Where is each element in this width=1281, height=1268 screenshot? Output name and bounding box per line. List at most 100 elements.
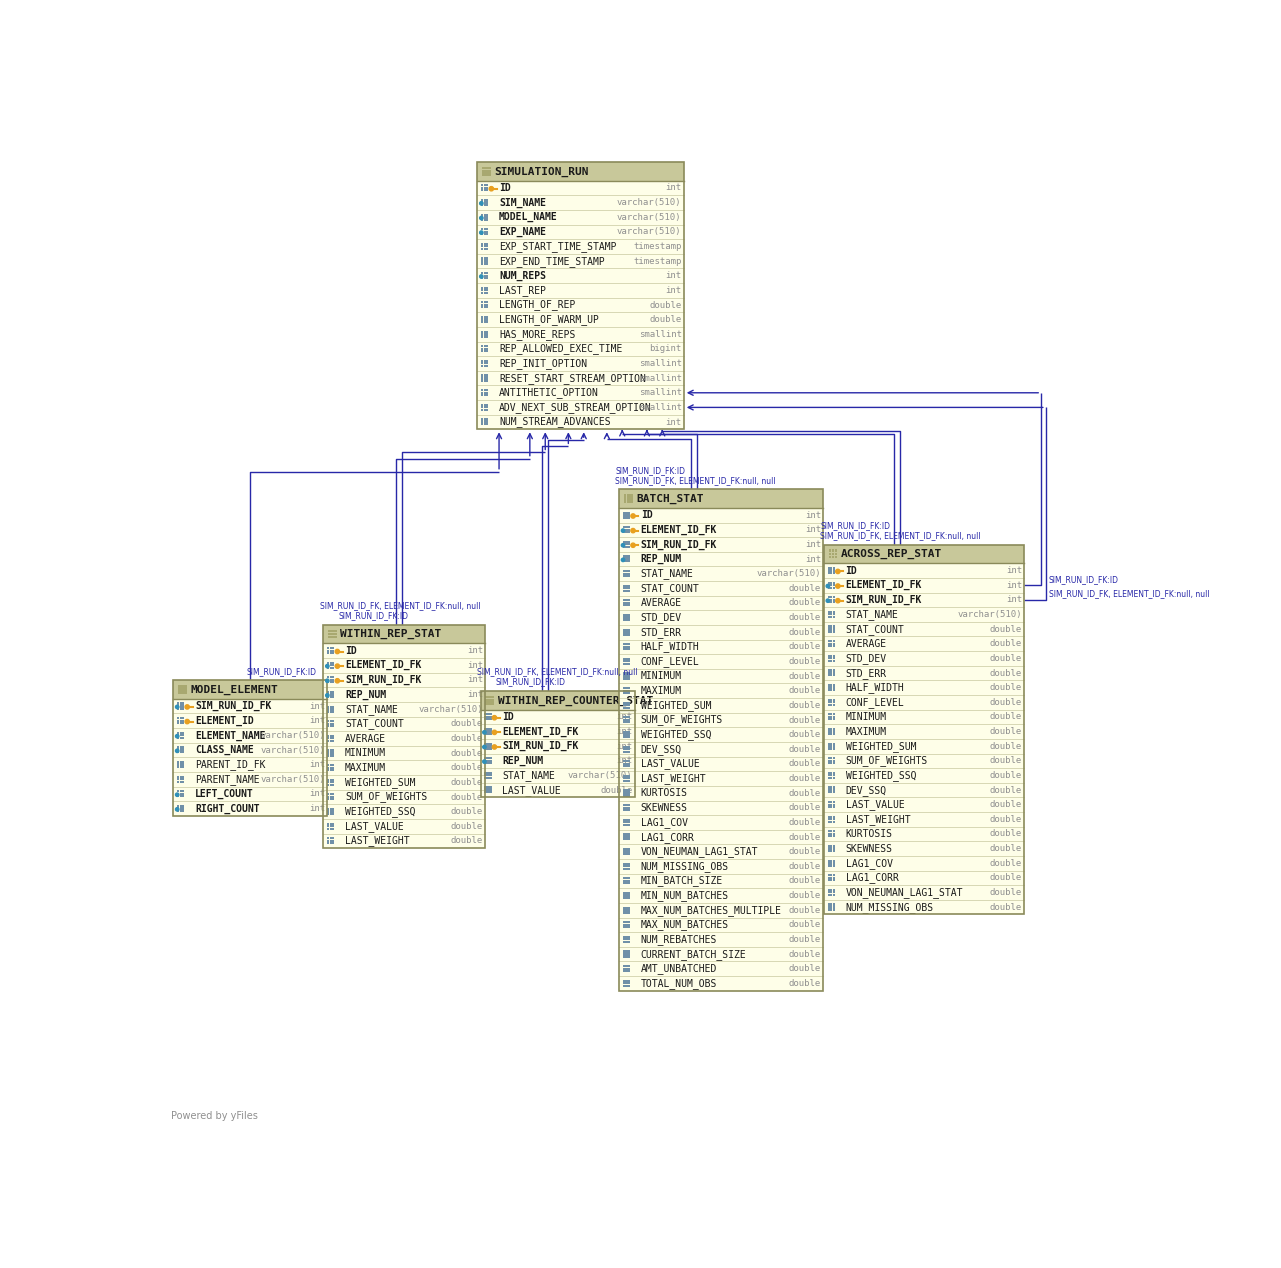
Bar (828, 728, 830, 730)
Bar (833, 862, 835, 865)
Circle shape (325, 680, 329, 682)
Text: LAST_VALUE: LAST_VALUE (502, 785, 561, 795)
Bar (482, 276, 483, 279)
Text: double: double (990, 756, 1022, 766)
Bar (828, 596, 830, 598)
Bar (830, 743, 833, 744)
Text: int: int (309, 790, 325, 799)
Circle shape (184, 705, 190, 709)
Text: STAT_NAME: STAT_NAME (502, 770, 555, 781)
Circle shape (826, 585, 830, 588)
Bar (833, 730, 835, 733)
Text: BATCH_STAT: BATCH_STAT (637, 493, 703, 503)
Bar (625, 672, 628, 675)
Bar (179, 779, 182, 780)
Bar (482, 216, 483, 218)
Bar (332, 779, 334, 781)
Bar (179, 721, 182, 724)
Bar (484, 363, 485, 364)
Bar (833, 572, 835, 574)
Bar (488, 696, 491, 699)
Bar (628, 980, 630, 981)
Bar (830, 746, 833, 747)
Bar (828, 908, 830, 910)
Bar (484, 365, 485, 366)
Bar (623, 896, 625, 899)
Bar (484, 184, 485, 186)
Circle shape (621, 544, 625, 547)
Text: varchar(510): varchar(510) (260, 746, 325, 754)
Bar (328, 754, 329, 757)
Bar (484, 762, 487, 765)
Bar (492, 702, 494, 705)
Text: Powered by yFiles: Powered by yFiles (172, 1111, 257, 1121)
Bar (482, 318, 483, 321)
Text: varchar(510): varchar(510) (957, 610, 1022, 619)
Bar (332, 749, 334, 752)
Bar (625, 634, 628, 635)
Bar (828, 628, 830, 630)
Text: int: int (804, 540, 821, 549)
Bar (182, 781, 184, 782)
Circle shape (630, 543, 635, 548)
Bar (625, 824, 628, 825)
Bar (830, 833, 833, 834)
Bar (332, 839, 334, 842)
Bar (482, 350, 483, 353)
Bar (625, 926, 628, 928)
Bar (625, 619, 628, 621)
Bar (628, 762, 630, 765)
Bar (332, 794, 334, 795)
Bar (177, 795, 179, 798)
Text: PARENT_NAME: PARENT_NAME (195, 773, 260, 785)
Bar (623, 909, 625, 912)
Text: REP_NUM: REP_NUM (640, 554, 681, 564)
Bar (623, 614, 625, 616)
Bar (328, 676, 329, 678)
Circle shape (621, 529, 625, 533)
Bar (624, 500, 626, 503)
Bar (482, 172, 484, 176)
Bar (628, 677, 630, 680)
Bar (489, 789, 492, 791)
Bar (625, 894, 628, 896)
Bar (830, 686, 833, 689)
Bar (487, 318, 488, 321)
Bar (628, 907, 630, 909)
Bar (628, 733, 630, 735)
Bar (484, 775, 487, 776)
Bar (625, 706, 628, 709)
Bar (329, 710, 332, 713)
Bar (179, 719, 182, 721)
Bar (487, 374, 488, 377)
Bar (482, 247, 483, 250)
Bar (830, 894, 833, 896)
Bar (623, 851, 625, 852)
Bar (480, 691, 634, 798)
Bar (487, 262, 488, 265)
Bar (623, 675, 625, 677)
Bar (625, 880, 628, 881)
Text: SIM_RUN_ID_FK, ELEMENT_ID_FK:null, null: SIM_RUN_ID_FK, ELEMENT_ID_FK:null, null (1049, 590, 1209, 598)
Circle shape (479, 217, 483, 219)
Text: MAXIMUM: MAXIMUM (640, 686, 681, 696)
Bar (628, 792, 630, 794)
Bar (830, 585, 833, 586)
Bar (328, 779, 329, 781)
Bar (623, 912, 625, 914)
Bar (482, 199, 483, 202)
Bar (484, 728, 487, 730)
Bar (625, 730, 628, 733)
Bar (177, 737, 179, 739)
Bar (328, 808, 329, 810)
Bar (328, 735, 329, 737)
Bar (329, 749, 332, 752)
Text: double: double (990, 874, 1022, 883)
Bar (623, 951, 625, 952)
Bar (332, 754, 334, 757)
Bar (833, 831, 835, 833)
Bar (833, 625, 835, 628)
Bar (482, 331, 483, 332)
Bar (628, 833, 630, 836)
Bar (182, 752, 184, 753)
